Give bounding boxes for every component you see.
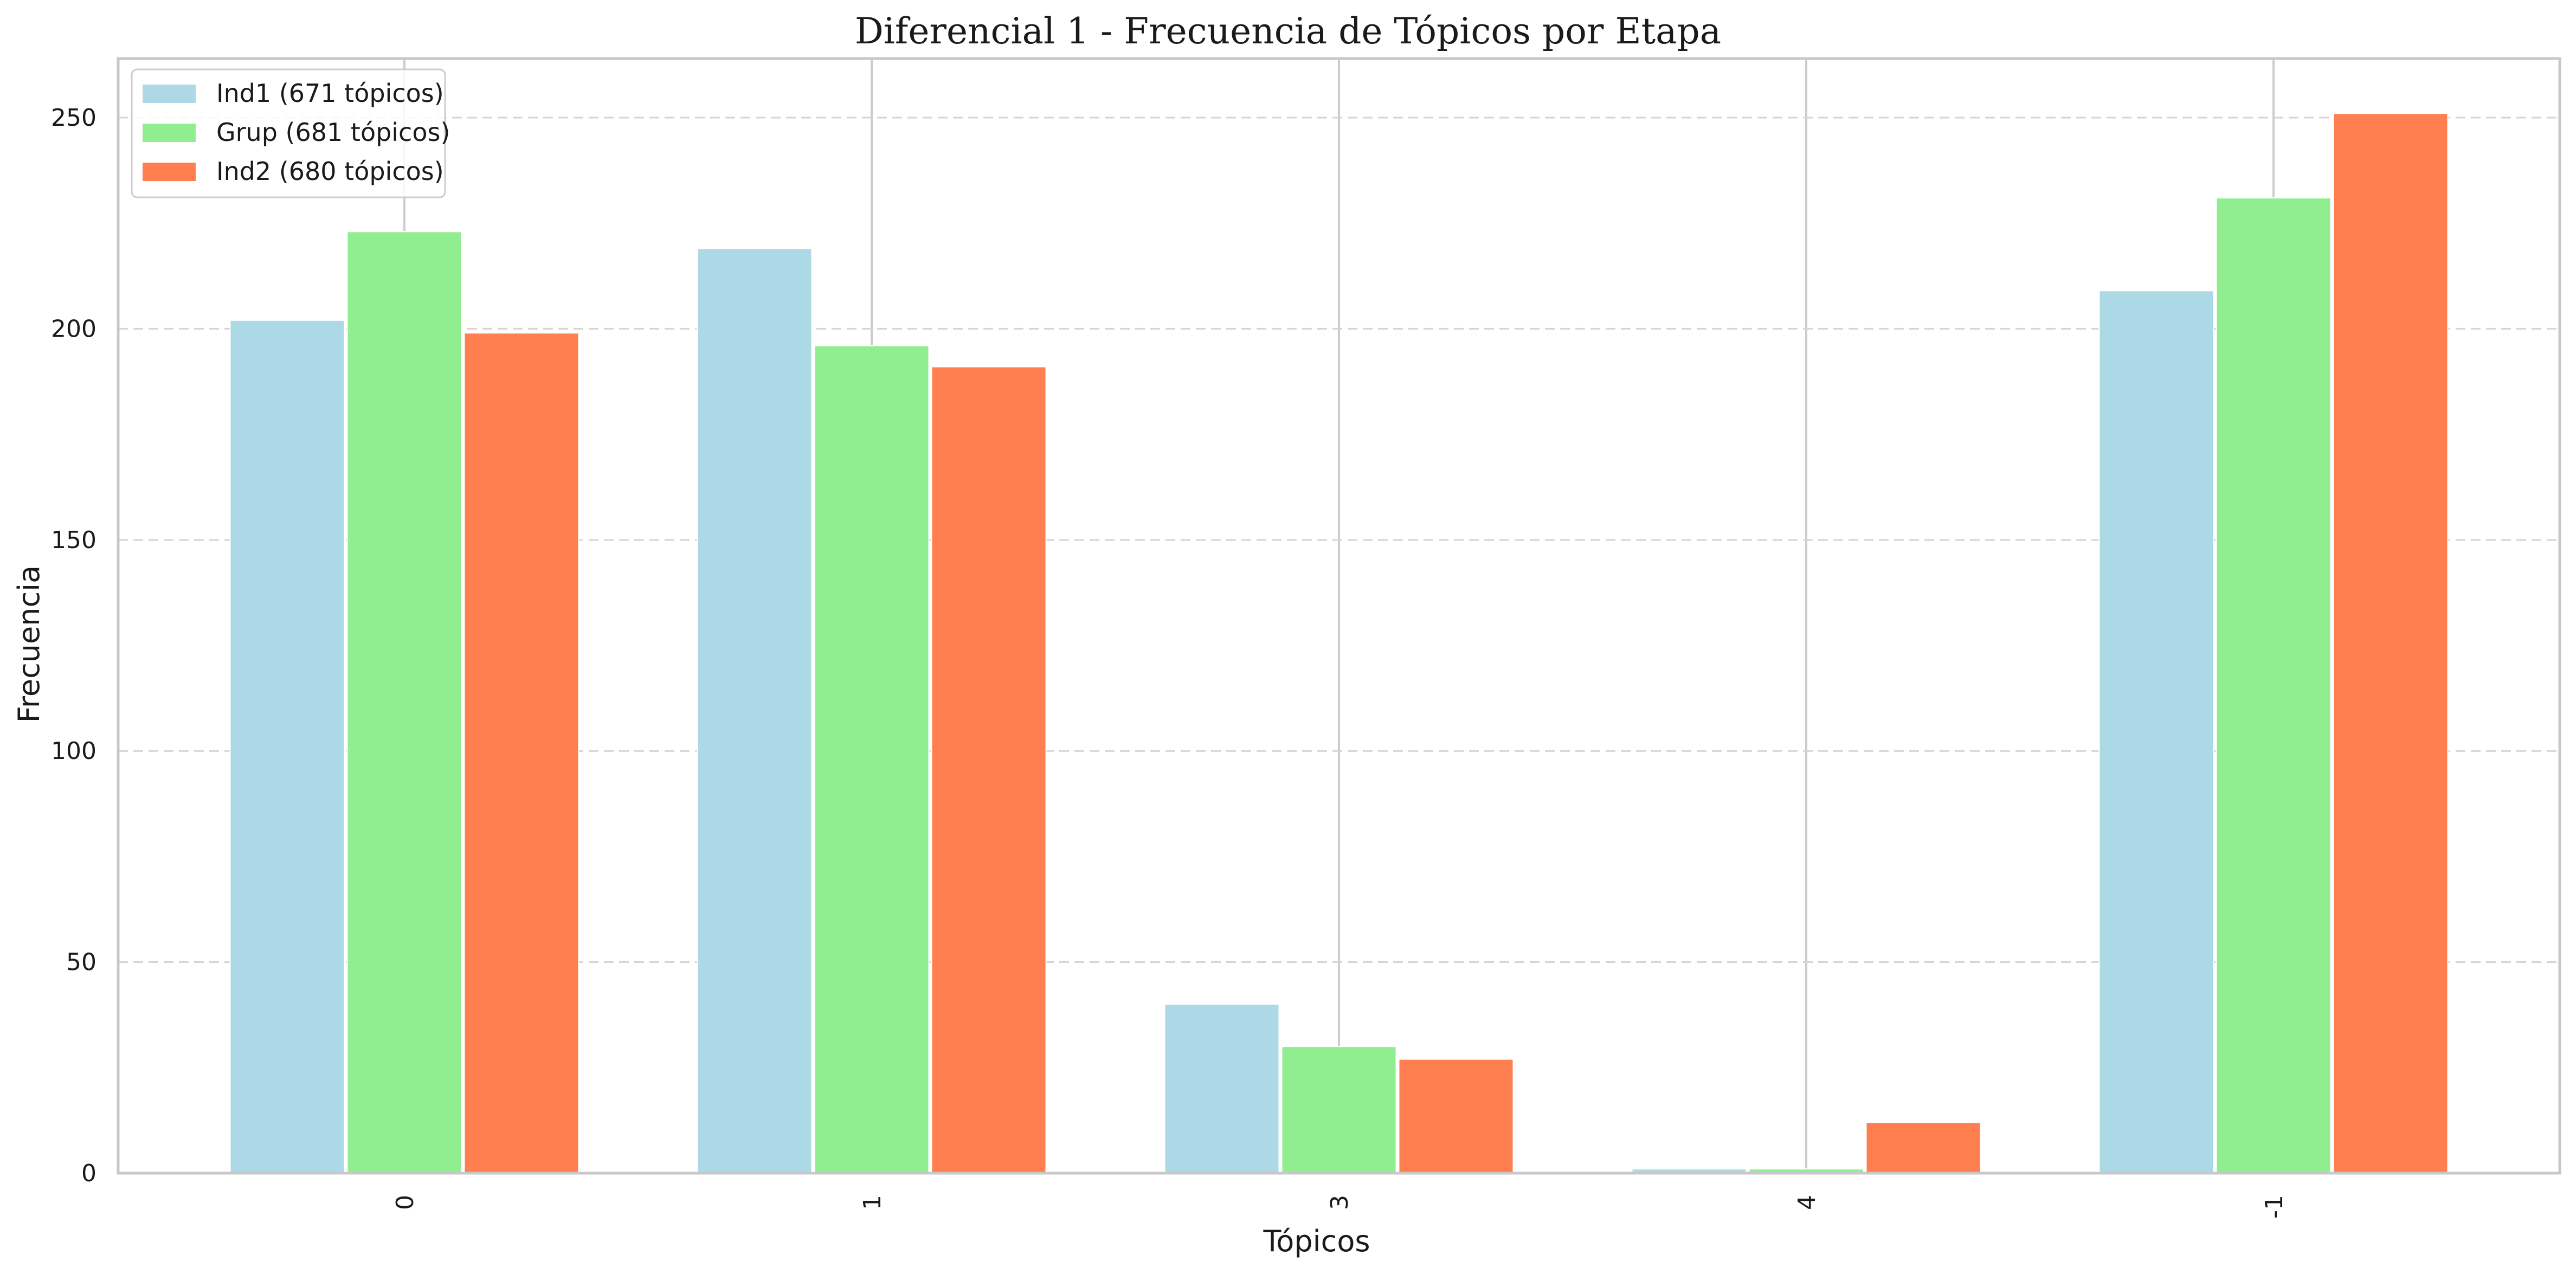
legend-label: Ind1 (671 tópicos) bbox=[216, 79, 444, 108]
y-tick-label: 200 bbox=[51, 315, 96, 343]
bar-2-3 bbox=[1281, 1046, 1397, 1174]
legend-swatch bbox=[143, 124, 196, 142]
x-axis-ticks: 0 1 3 4 -1 bbox=[391, 1195, 2288, 1219]
legend-box bbox=[131, 68, 446, 198]
y-axis-ticks: 0 50 100 150 200 250 bbox=[51, 104, 96, 1187]
bar-3-4 bbox=[1865, 1122, 1981, 1174]
axes-frame bbox=[117, 57, 2561, 1175]
x-tick-label: 0 bbox=[391, 1195, 419, 1210]
y-tick-label: 250 bbox=[51, 104, 96, 132]
bar-2--1 bbox=[2216, 197, 2332, 1174]
x-gridlines bbox=[403, 59, 2275, 1173]
y-tick-label: 150 bbox=[51, 526, 96, 554]
chart-title: Diferencial 1 - Frecuencia de Tópicos po… bbox=[855, 10, 1721, 52]
x-axis-label: Tópicos bbox=[1263, 1224, 1370, 1258]
bar-1--1 bbox=[2098, 290, 2214, 1174]
x-tick-label: -1 bbox=[2261, 1195, 2288, 1219]
bar-3--1 bbox=[2333, 113, 2449, 1174]
plot-frame bbox=[117, 57, 2561, 1175]
bar-2-0 bbox=[346, 231, 462, 1174]
bar-3-3 bbox=[1398, 1058, 1514, 1174]
bar-2-1 bbox=[814, 345, 930, 1174]
legend-label: Ind2 (680 tópicos) bbox=[216, 157, 444, 186]
legend-swatch bbox=[143, 163, 196, 181]
legend-swatch bbox=[143, 85, 196, 103]
bar-1-0 bbox=[229, 319, 345, 1174]
bars bbox=[229, 113, 2449, 1174]
x-tick-label: 1 bbox=[859, 1195, 886, 1210]
y-axis-label: Frecuencia bbox=[12, 565, 46, 723]
legend: Ind1 (671 tópicos) Grup (681 tópicos) Ind2… bbox=[131, 68, 450, 198]
legend-label: Grup (681 tópicos) bbox=[216, 118, 450, 147]
y-tick-label: 100 bbox=[51, 737, 96, 765]
x-tick-label: 4 bbox=[1793, 1195, 1821, 1210]
bar-1-1 bbox=[697, 248, 813, 1174]
y-tick-label: 50 bbox=[66, 949, 96, 976]
x-tick-label: 3 bbox=[1326, 1195, 1354, 1210]
bar-1-3 bbox=[1164, 1003, 1280, 1174]
bar-3-1 bbox=[931, 366, 1047, 1174]
y-tick-label: 0 bbox=[81, 1160, 96, 1187]
bar-3-0 bbox=[463, 332, 579, 1174]
